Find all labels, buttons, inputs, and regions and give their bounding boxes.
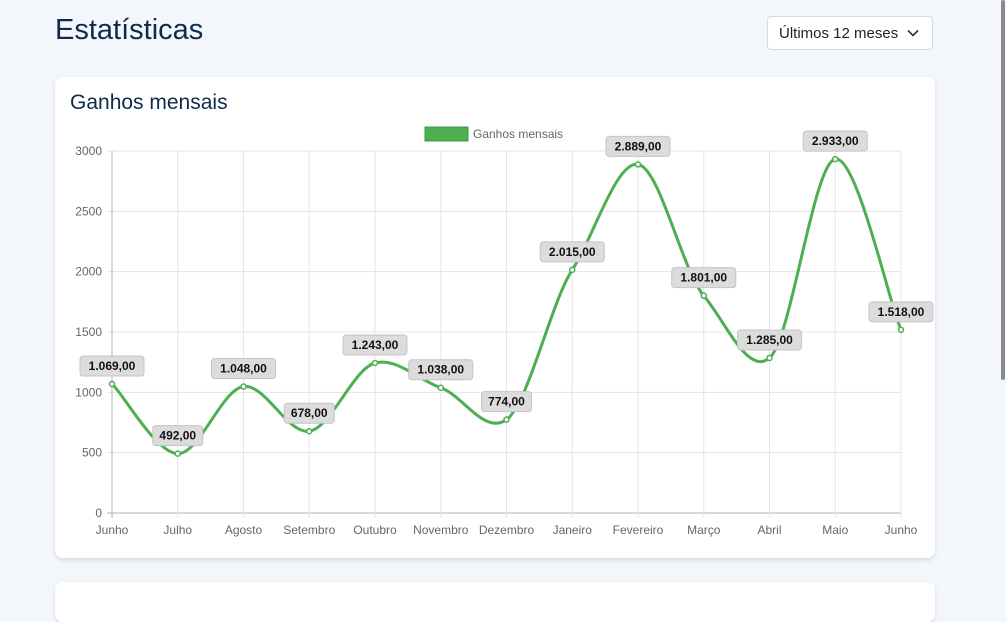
data-point [437,384,444,391]
data-point [503,416,510,423]
data-point [700,292,707,299]
data-label-box [342,334,408,356]
data-label: 2.889,00 [615,139,662,153]
scrollbar[interactable] [1000,0,1006,596]
data-label: 1.243,00 [352,338,399,352]
legend-label: Ganhos mensais [473,127,563,141]
data-label: 1.048,00 [220,362,267,376]
data-point [174,450,181,457]
data-point [766,354,773,362]
period-select-value: Últimos 12 meses [779,24,899,42]
x-tick-label: Maio [822,523,848,537]
x-tick-label: Novembro [413,523,469,537]
y-tick-label: 3000 [75,144,102,158]
data-point [306,427,313,435]
x-tick-label: Setembro [283,523,335,537]
legend-swatch [424,126,469,142]
data-label: 1.518,00 [878,305,925,319]
data-point [569,266,576,274]
data-label-box [868,301,934,323]
data-label-box [408,359,474,381]
y-tick-label: 1500 [75,325,102,339]
data-label: 1.038,00 [417,363,464,377]
y-tick-label: 2000 [75,265,102,279]
data-label: 1.069,00 [89,359,136,373]
data-label: 678,00 [291,406,328,420]
series-line [110,157,903,456]
data-label-box [671,267,737,289]
second-card [55,582,935,622]
earnings-line-chart: Ganhos mensais 0 500 1000 1500 2000 2500 3000 Ju… [75,126,934,537]
data-label-box [737,329,802,351]
x-tick-label: Abril [757,523,781,537]
chevron-down-icon [907,29,919,37]
data-point [832,155,839,163]
data-label: 1.801,00 [680,271,727,285]
x-tick-label: Outubro [353,523,397,537]
monthly-earnings-card: Ganhos mensais Ganhos mensais 0 500 1000 150… [55,77,935,558]
x-tick-label: Julho [163,523,192,537]
data-label: 774,00 [488,395,525,409]
y-tick-label: 2500 [75,204,102,218]
data-label: 492,00 [159,429,196,443]
x-tick-label: Junho [885,523,918,537]
data-label-box [211,358,276,380]
x-tick-label: Fevereiro [613,523,664,537]
data-point [897,326,905,334]
data-label-box [152,425,204,447]
data-label-box [605,135,671,157]
data-point [240,383,247,390]
y-tick-label: 1000 [75,385,102,399]
period-select[interactable]: Últimos 12 meses [767,16,933,50]
x-tick-label: Março [687,523,721,537]
card-title: Ganhos mensais [70,91,228,114]
data-label: 1.285,00 [746,333,793,347]
data-label: 2.933,00 [812,134,859,148]
data-point [108,380,116,388]
page-title: Estatísticas [55,14,204,46]
y-tick-label: 0 [95,506,102,520]
data-label-box [481,391,532,413]
x-tick-label: Janeiro [553,523,593,537]
data-label-box [283,402,335,424]
x-tick-label: Junho [96,523,129,537]
data-label-box [79,355,145,377]
y-tick-label: 500 [82,446,102,460]
data-label: 2.015,00 [549,245,596,259]
data-point [371,359,379,367]
data-label-box [539,241,605,263]
x-tick-label: Agosto [225,523,263,537]
data-label-box [802,130,868,152]
x-tick-label: Dezembro [479,523,535,537]
data-point [634,161,642,168]
scrollbar-thumb[interactable] [1001,0,1005,380]
